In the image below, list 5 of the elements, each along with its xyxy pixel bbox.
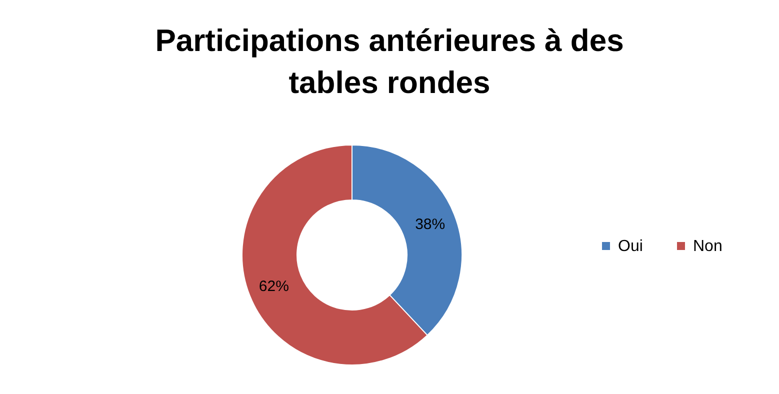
chart-title: Participations antérieures à des tables rondes <box>155 23 624 100</box>
legend-label: Non <box>693 238 722 255</box>
legend-label: Oui <box>618 238 643 255</box>
data-label: 62% <box>258 278 289 295</box>
data-label: 38% <box>415 216 446 234</box>
